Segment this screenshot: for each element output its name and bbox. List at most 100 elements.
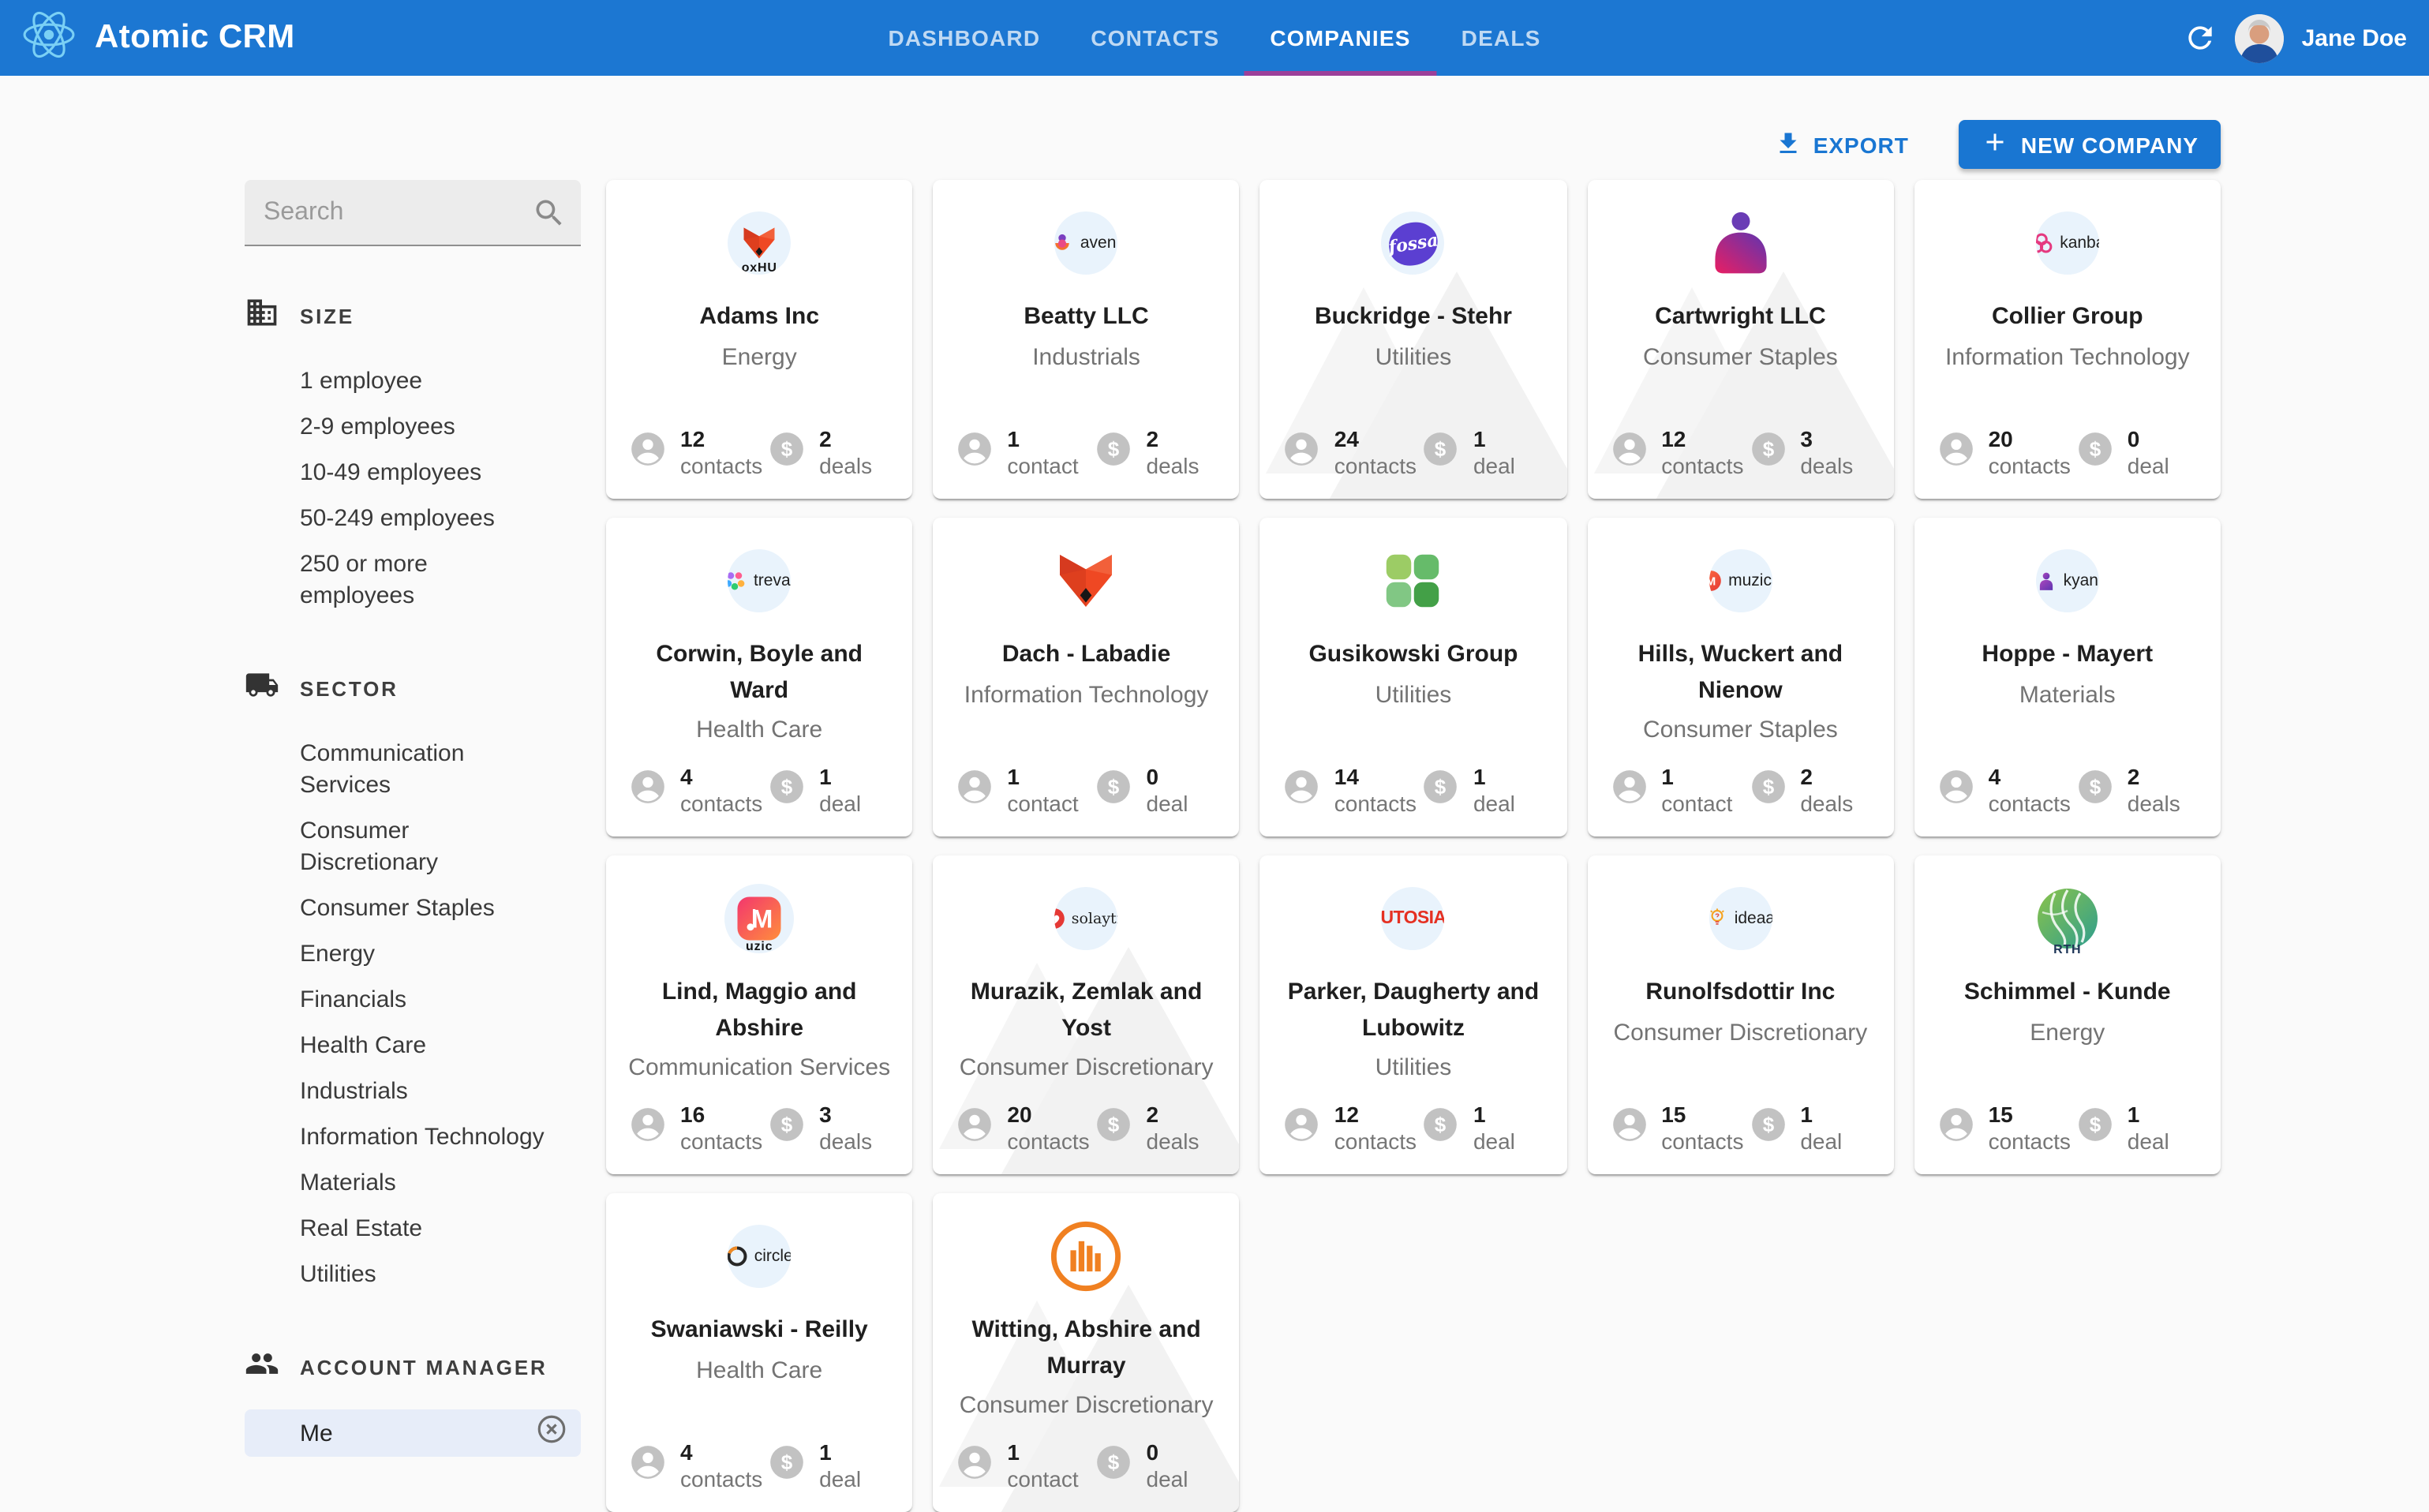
contacts-count: 4 bbox=[680, 1439, 693, 1465]
company-card[interactable]: UTOSIA Parker, Daugherty and Lubowitz Ut… bbox=[1259, 855, 1567, 1174]
filter-sector-option[interactable]: Energy bbox=[300, 940, 376, 967]
download-icon bbox=[1774, 129, 1802, 162]
contacts-stat: 12 contacts bbox=[628, 426, 767, 480]
deals-stat: $ 2 deals bbox=[767, 426, 872, 480]
filter-size-option[interactable]: 10-49 employees bbox=[300, 458, 482, 485]
contacts-stat: 12 contacts bbox=[1282, 1102, 1421, 1155]
filter-sector-option[interactable]: Materials bbox=[300, 1169, 396, 1196]
user-avatar[interactable] bbox=[2235, 13, 2285, 62]
deals-stat: $ 2 deals bbox=[2075, 764, 2180, 818]
company-card[interactable]: circle Swaniawski - Reilly Health Care 4… bbox=[606, 1193, 913, 1512]
contacts-count: 24 bbox=[1334, 426, 1359, 451]
deals-count: 1 bbox=[1473, 1102, 1486, 1127]
company-logo: RTH bbox=[2036, 876, 2099, 961]
person-circle-icon bbox=[1937, 767, 1976, 814]
filter-sector-option[interactable]: Financials bbox=[300, 986, 407, 1012]
deals-label: deal bbox=[2127, 1128, 2169, 1154]
contacts-count: 12 bbox=[1661, 426, 1686, 451]
filter-sector-option[interactable]: Utilities bbox=[300, 1260, 376, 1287]
person-circle-icon bbox=[628, 429, 668, 477]
company-card[interactable]: fossa Buckridge - Stehr Utilities 24 cont… bbox=[1259, 180, 1567, 499]
filter-sector-option[interactable]: Health Care bbox=[300, 1031, 427, 1058]
company-name: Cartwright LLC bbox=[1655, 303, 1826, 330]
refresh-button[interactable] bbox=[2184, 21, 2218, 55]
svg-text:$: $ bbox=[1108, 1450, 1120, 1474]
deals-label: deal bbox=[819, 1466, 862, 1491]
deals-label: deal bbox=[1800, 1128, 1843, 1154]
deals-stat: $ 1 deal bbox=[1748, 1102, 1842, 1155]
dollar-circle-icon: $ bbox=[2075, 429, 2115, 477]
search-field[interactable] bbox=[245, 180, 581, 246]
filter-sector-option[interactable]: Real Estate bbox=[300, 1214, 423, 1241]
filter-sector-option[interactable]: Information Technology bbox=[300, 1123, 545, 1150]
dollar-circle-icon: $ bbox=[1421, 1105, 1461, 1152]
company-card[interactable]: ideaa Runolfsdottir Inc Consumer Discret… bbox=[1587, 855, 1894, 1174]
company-name: Buckridge - Stehr bbox=[1314, 303, 1512, 330]
contacts-stat: 24 contacts bbox=[1282, 426, 1421, 480]
filter-size-option[interactable]: 250 or more employees bbox=[300, 550, 428, 608]
contacts-label: contacts bbox=[680, 453, 763, 478]
contacts-stat: 4 contacts bbox=[628, 764, 767, 818]
svg-text:$: $ bbox=[1435, 775, 1447, 799]
company-card[interactable]: RTH Schimmel - Kunde Energy 15 contacts bbox=[1914, 855, 2221, 1174]
deals-label: deal bbox=[1473, 1128, 1515, 1154]
nav-tab[interactable]: COMPANIES bbox=[1244, 0, 1436, 76]
export-label: EXPORT bbox=[1813, 133, 1909, 158]
export-button[interactable]: EXPORT bbox=[1765, 122, 1918, 169]
search-input[interactable] bbox=[245, 180, 581, 245]
nav-tab[interactable]: CONTACTS bbox=[1091, 25, 1220, 51]
contacts-stat: 1 contact bbox=[1609, 764, 1748, 818]
company-logo bbox=[1704, 200, 1776, 286]
company-logo: fossa bbox=[1381, 200, 1445, 286]
header-right: Jane Doe bbox=[2184, 0, 2407, 76]
company-card[interactable]: kanba Collier Group Information Technolo… bbox=[1914, 180, 2221, 499]
deals-label: deals bbox=[1800, 791, 1854, 816]
svg-text:$: $ bbox=[1108, 1113, 1120, 1136]
dollar-circle-icon: $ bbox=[767, 767, 807, 814]
contacts-count: 4 bbox=[1988, 764, 2001, 789]
person-circle-icon bbox=[1609, 1105, 1649, 1152]
company-name: Parker, Daugherty and Lubowitz bbox=[1287, 979, 1540, 1041]
company-sector: Information Technology bbox=[964, 681, 1209, 708]
company-card[interactable]: Witting, Abshire and Murray Consumer Dis… bbox=[933, 1193, 1240, 1512]
contacts-stat: 12 contacts bbox=[1609, 426, 1748, 480]
main-nav: DASHBOARD CONTACTS COMPANIES DEALS bbox=[863, 0, 1566, 76]
company-card[interactable]: aven. Beatty LLC Industrials 1 contact bbox=[933, 180, 1240, 499]
remove-filter-icon[interactable] bbox=[535, 1413, 568, 1454]
company-card[interactable]: Mmuzica Hills, Wuckert and Nienow Consum… bbox=[1587, 518, 1894, 836]
filter-sector-option[interactable]: Communication Services bbox=[300, 739, 465, 798]
filter-size-option[interactable]: 1 employee bbox=[300, 367, 423, 394]
company-card[interactable]: Gusikowski Group Utilities 14 contacts $ bbox=[1259, 518, 1567, 836]
person-circle-icon bbox=[955, 1443, 994, 1490]
company-card[interactable]: Cartwright LLC Consumer Staples 12 contac… bbox=[1587, 180, 1894, 499]
company-card[interactable]: solaytic Murazik, Zemlak and Yost Consum… bbox=[933, 855, 1240, 1174]
contacts-count: 14 bbox=[1334, 764, 1359, 789]
filter-sector-option[interactable]: Consumer Staples bbox=[300, 894, 495, 921]
new-company-button[interactable]: NEW COMPANY bbox=[1959, 120, 2221, 169]
account-manager-me-chip[interactable]: Me bbox=[245, 1409, 581, 1457]
filter-size-option[interactable]: 50-249 employees bbox=[300, 504, 495, 531]
filter-size-option[interactable]: 2-9 employees bbox=[300, 413, 455, 440]
nav-tab[interactable]: DASHBOARD bbox=[888, 25, 1041, 51]
deals-label: deal bbox=[1146, 791, 1188, 816]
company-sector: Utilities bbox=[1375, 1054, 1452, 1081]
contacts-stat: 15 contacts bbox=[1937, 1102, 2075, 1155]
company-logo bbox=[1380, 538, 1447, 623]
size-filter-list: 1 employee 2-9 employees 10-49 employees 50… bbox=[245, 358, 581, 619]
company-card[interactable]: kyan Hoppe - Mayert Materials 4 contacts bbox=[1914, 518, 2221, 836]
contacts-count: 16 bbox=[680, 1102, 705, 1127]
company-name: Murazik, Zemlak and Yost bbox=[970, 979, 1203, 1041]
contacts-stat: 15 contacts bbox=[1609, 1102, 1748, 1155]
company-stats: 20 contacts $ 2 deals bbox=[955, 1102, 1217, 1155]
contacts-label: contacts bbox=[1988, 1128, 2071, 1154]
filter-sector-option[interactable]: Consumer Discretionary bbox=[300, 817, 439, 875]
people-icon bbox=[245, 1346, 279, 1389]
company-card[interactable]: oxHU Adams Inc Energy 12 contacts $ bbox=[606, 180, 913, 499]
nav-tab[interactable]: DEALS bbox=[1461, 25, 1541, 51]
dollar-circle-icon: $ bbox=[1095, 429, 1134, 477]
company-logo: Mmuzica bbox=[1709, 538, 1772, 623]
filter-sector-option[interactable]: Industrials bbox=[300, 1077, 408, 1104]
company-card[interactable]: treva. Corwin, Boyle and Ward Health Car… bbox=[606, 518, 913, 836]
